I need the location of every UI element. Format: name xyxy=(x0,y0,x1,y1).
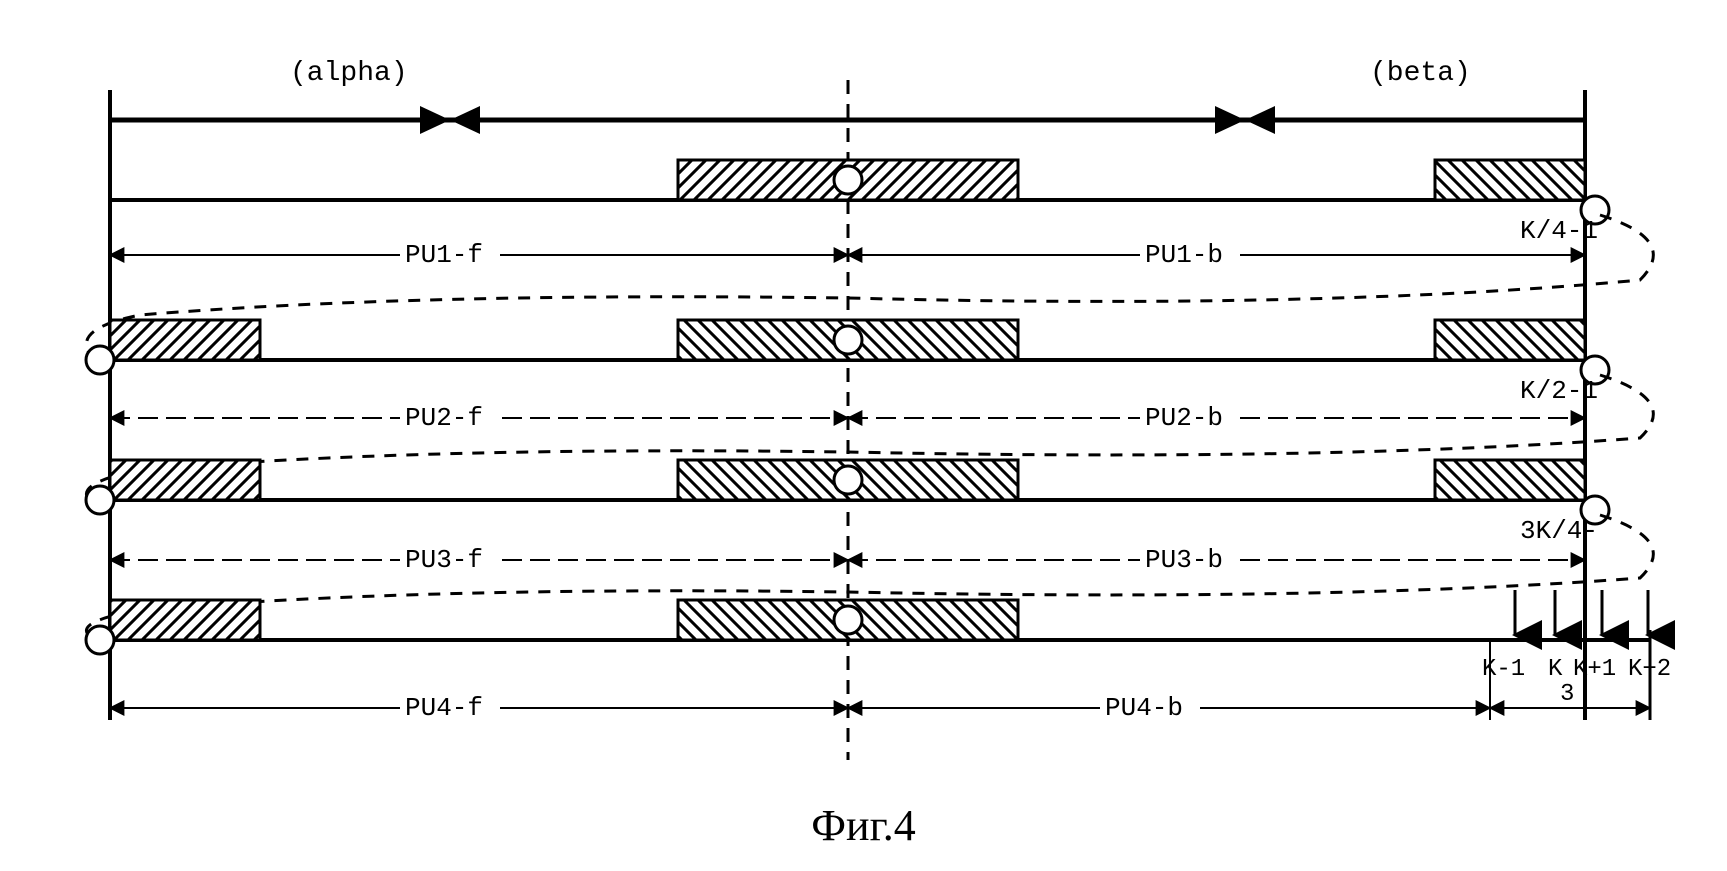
three-label: 3 xyxy=(1560,681,1574,708)
pu1f-label: PU1-f xyxy=(405,240,483,270)
row2-center-circle xyxy=(834,326,862,354)
diagram-svg: (alpha) (beta) K/4-1 PU1-f PU1-b K/2-1 P… xyxy=(20,20,1707,780)
k-label: K xyxy=(1548,656,1563,683)
pu3b-label: PU3-b xyxy=(1145,545,1223,575)
row3-left-circle xyxy=(86,486,114,514)
figure-caption: Фиг.4 xyxy=(811,800,915,851)
row3-center-circle xyxy=(834,466,862,494)
row3-right-label: 3K/4- xyxy=(1520,516,1598,546)
km1-label: K-1 xyxy=(1482,656,1525,683)
row1-right-bar xyxy=(1435,160,1585,200)
pu3f-label: PU3-f xyxy=(405,545,483,575)
pu4b-label: PU4-b xyxy=(1105,693,1183,723)
kp1-label: K+1 xyxy=(1573,656,1616,683)
row1-center-circle xyxy=(834,166,862,194)
row2-right-label: K/2-1 xyxy=(1520,376,1598,406)
pu2b-label: PU2-b xyxy=(1145,403,1223,433)
pu4f-label: PU4-f xyxy=(405,693,483,723)
row3-left-bar xyxy=(110,460,260,500)
pu2f-label: PU2-f xyxy=(405,403,483,433)
row4-left-bar xyxy=(110,600,260,640)
row1-right-label: K/4-1 xyxy=(1520,216,1598,246)
diagram-container: (alpha) (beta) K/4-1 PU1-f PU1-b K/2-1 P… xyxy=(20,20,1707,851)
row4-left-circle xyxy=(86,626,114,654)
alpha-label: (alpha) xyxy=(290,58,408,89)
beta-label: (beta) xyxy=(1370,58,1471,89)
row2-right-bar xyxy=(1435,320,1585,360)
pu1b-label: PU1-b xyxy=(1145,240,1223,270)
row2-left-circle xyxy=(86,346,114,374)
row4-center-circle xyxy=(834,606,862,634)
row2-left-bar xyxy=(110,320,260,360)
row3-right-bar xyxy=(1435,460,1585,500)
